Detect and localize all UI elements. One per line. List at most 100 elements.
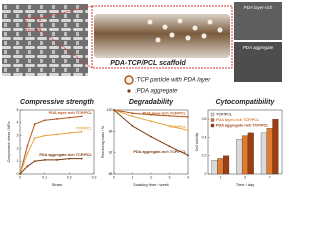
data-point <box>56 133 58 136</box>
sem-image <box>234 2 282 40</box>
data-point <box>80 130 83 133</box>
zoom-line <box>39 29 93 69</box>
data-point <box>150 120 152 123</box>
y-tick-label: 0.4 <box>202 135 207 139</box>
data-point <box>68 132 71 134</box>
y-tick-label: 2 <box>17 146 19 150</box>
y-tick-label: 88 <box>109 172 113 176</box>
sem-image <box>234 42 282 82</box>
y-axis-label: Compressive stress / MPa <box>7 122 11 163</box>
legend-swatch <box>210 118 215 122</box>
plot-frame <box>19 109 95 175</box>
data-point <box>43 119 46 122</box>
legend-swatch <box>210 123 215 128</box>
x-tick-label: 2 <box>150 175 152 179</box>
series-label: PDA layer-rich TCP/PCL <box>143 111 187 115</box>
data-point <box>113 109 115 111</box>
y-axis-label: Remaining mass / % <box>101 126 105 158</box>
data-point <box>131 125 134 127</box>
legend-text: :TCP particle with PDA layer <box>135 78 211 84</box>
legend-aggregate <box>127 89 131 93</box>
x-tick-label: 3 <box>244 175 246 179</box>
data-point <box>26 152 29 155</box>
data-point <box>33 123 36 125</box>
bar <box>241 135 249 175</box>
data-point <box>19 173 21 175</box>
chart-title: Compressive strength <box>20 99 94 106</box>
data-point <box>68 116 71 119</box>
x-tick-label: 0.1 <box>42 175 47 179</box>
y-tick-label: 1 <box>17 159 19 163</box>
y-tick-label: 96 <box>109 129 113 133</box>
y-axis-label: Cell viability <box>195 133 199 152</box>
data-point <box>80 157 83 160</box>
data-point <box>150 113 152 116</box>
bar <box>266 128 273 175</box>
data-point <box>68 157 71 160</box>
bar <box>211 160 218 175</box>
scaffold-image <box>2 4 88 76</box>
data-point <box>43 134 46 137</box>
x-tick-label: 1 <box>219 175 221 179</box>
legend-label: PDA aggregate-rich TCP/PCL <box>216 124 269 128</box>
y-tick-label: 4 <box>17 121 19 125</box>
legend-particle <box>124 75 134 85</box>
y-tick-label: 5 <box>17 108 19 112</box>
x-tick-label: 1 <box>132 175 134 179</box>
data-point <box>168 114 171 117</box>
data-point <box>187 116 189 118</box>
legend-text: :PDA aggregate <box>135 89 178 95</box>
tcp-particles <box>147 18 223 43</box>
bar <box>236 139 243 175</box>
series-label: PDA layer-rich TCP/PCL <box>49 111 93 115</box>
bar <box>217 158 224 175</box>
sem-label: PDA aggregate <box>243 45 274 50</box>
zoom-box <box>25 17 41 31</box>
data-point <box>187 154 189 157</box>
legend-label: PDA layer-rich TCP/PCL <box>216 118 260 122</box>
y-tick-label: 3 <box>17 134 19 138</box>
chart-title: Cytocompatibility <box>216 99 276 106</box>
y-tick-label: 0.6 <box>202 117 207 121</box>
series-label: TCP/PCL <box>76 126 93 130</box>
data-point <box>43 159 46 161</box>
data-point <box>33 160 36 163</box>
scaffold-strut <box>94 14 230 58</box>
x-axis-label: Strain <box>52 182 62 187</box>
data-point <box>131 115 134 118</box>
series-label: TCP/PCL <box>170 125 187 129</box>
y-tick-label: 0.2 <box>202 154 207 158</box>
data-point <box>168 145 171 148</box>
y-tick-label: 0 <box>17 172 19 176</box>
data-point <box>80 115 83 118</box>
data-point <box>187 129 189 132</box>
y-tick-label: 0 <box>205 172 207 176</box>
x-tick-label: 4 <box>187 175 189 179</box>
bar <box>223 155 230 175</box>
x-tick-label: 0.3 <box>92 175 97 179</box>
x-tick-label: 0.2 <box>67 175 72 179</box>
x-tick-label: 0 <box>113 175 115 179</box>
graphical-abstract: PDA-TCP/PCL scaffold PDA layer-rich PDA … <box>0 0 283 189</box>
sem-label: PDA layer-rich <box>244 5 273 10</box>
bar <box>247 132 254 175</box>
data-point <box>26 144 29 147</box>
series-label: PDA aggregate-rich TCP/PCL <box>39 153 92 157</box>
x-tick-label: 3 <box>169 175 171 179</box>
legend-label: TCP/PCL <box>216 113 233 117</box>
x-tick-label: 7 <box>269 175 271 179</box>
bar <box>272 118 279 175</box>
series-label: PDA aggregate-rich TCP/PCL <box>133 150 186 154</box>
data-point <box>33 137 36 140</box>
data-point <box>56 159 58 161</box>
x-axis-label: Time / day <box>236 182 255 187</box>
x-axis-label: Soaking time / week <box>133 182 169 187</box>
data-point <box>150 135 152 138</box>
scaffold-label: PDA-TCP/PCL scaffold <box>110 60 186 67</box>
data-point <box>168 125 171 127</box>
chart-title: Degradability <box>129 99 174 106</box>
y-tick-label: 100 <box>107 108 113 112</box>
data-point <box>56 118 58 120</box>
y-tick-label: 92 <box>109 151 113 155</box>
x-tick-label: 0 <box>19 175 21 179</box>
